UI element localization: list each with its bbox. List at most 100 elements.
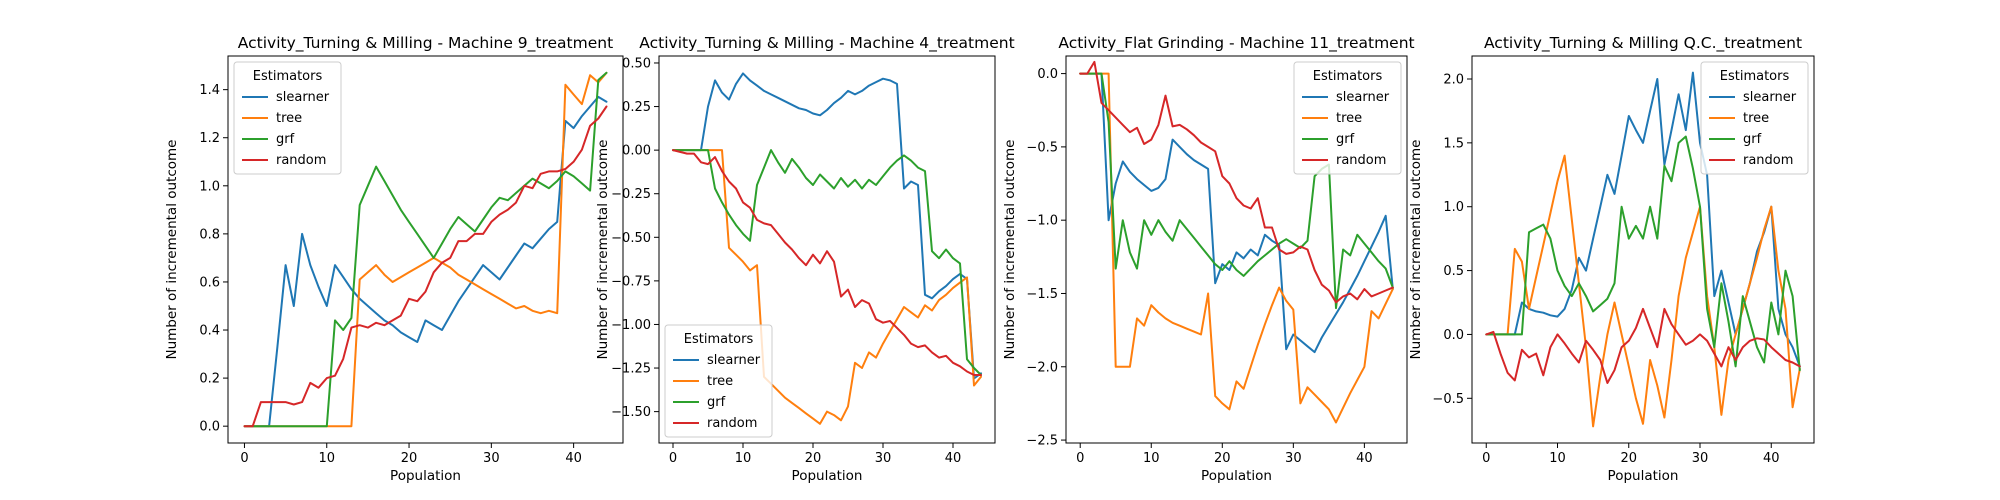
x-axis-label: Population xyxy=(1608,468,1679,484)
series-line-random xyxy=(672,149,982,376)
legend-entry-grf: grf xyxy=(276,132,295,147)
plot-frame xyxy=(227,55,624,444)
y-tick-label: 0.0 xyxy=(1037,67,1058,82)
legend-entry-random: random xyxy=(1336,153,1386,168)
x-tick-label: 10 xyxy=(735,451,752,466)
legend-entry-tree: tree xyxy=(1743,111,1769,126)
y-tick-label: 2.0 xyxy=(1443,72,1464,87)
legend-entry-tree: tree xyxy=(276,111,302,126)
series-line-tree xyxy=(672,149,982,425)
x-tick-label: 0 xyxy=(669,451,677,466)
series-line-grf xyxy=(672,149,982,376)
legend: Estimators slearner tree grf random xyxy=(233,61,342,175)
series-line-random xyxy=(243,105,608,428)
x-tick-label: 40 xyxy=(1356,451,1373,466)
y-tick-label: 1.0 xyxy=(1443,200,1464,215)
legend-entry-grf: grf xyxy=(707,395,726,410)
y-tick-label: 0.50 xyxy=(622,56,651,71)
legend-title: Estimators xyxy=(1313,69,1383,84)
x-axis-label: Population xyxy=(792,468,863,484)
y-axis-label: Number of incremental outcome xyxy=(1002,140,1018,360)
y-tick-label: 0.0 xyxy=(1443,328,1464,343)
x-tick-label: 30 xyxy=(875,451,892,466)
y-tick-label: 0.25 xyxy=(622,100,651,115)
legend-entry-random: random xyxy=(1743,153,1793,168)
x-tick-label: 40 xyxy=(565,451,582,466)
legend-box xyxy=(1293,61,1402,175)
series-line-grf xyxy=(1079,72,1394,310)
x-tick-label: 30 xyxy=(1285,451,1302,466)
plot-frame xyxy=(658,55,996,444)
y-axis-label: Number of incremental outcome xyxy=(595,140,611,360)
chart-title: Activity_Turning & Milling Q.C._treatmen… xyxy=(1484,34,1802,53)
x-tick-label: 40 xyxy=(1763,451,1780,466)
y-tick-label: 1.4 xyxy=(199,83,220,98)
chart-panel-3: 0 10 20 30 40 −2.5 −2.0 −1.5 −1.0 −0.5 0.0Activity… xyxy=(1002,34,1415,484)
y-tick-label: 0.2 xyxy=(199,372,220,387)
y-tick-label: 0.4 xyxy=(199,324,220,339)
y-tick-label: −0.5 xyxy=(1432,392,1464,407)
series-line-tree xyxy=(1079,72,1394,424)
y-tick-label: −1.50 xyxy=(611,405,651,420)
series-line-random xyxy=(1079,60,1394,304)
legend-entry-tree: tree xyxy=(1336,111,1362,126)
y-tick-label: −1.0 xyxy=(1026,214,1058,229)
y-tick-label: 1.5 xyxy=(1443,136,1464,151)
x-tick-label: 20 xyxy=(1214,451,1231,466)
chart-title: Activity_Flat Grinding - Machine 11_trea… xyxy=(1058,34,1414,53)
series-line-grf xyxy=(243,71,608,428)
series-line-tree xyxy=(1485,154,1801,428)
legend-entry-slearner: slearner xyxy=(1336,90,1390,105)
chart-panel-4: 0 10 20 30 40 −0.5 0.0 0.5 1.0 1.5 2.0 Activity_Tur… xyxy=(1408,34,1815,484)
y-tick-label: 0.8 xyxy=(199,227,220,242)
x-axis-label: Population xyxy=(390,468,461,484)
x-tick-label: 10 xyxy=(1549,451,1566,466)
y-tick-label: −0.50 xyxy=(611,231,651,246)
legend-entry-slearner: slearner xyxy=(276,90,330,105)
y-tick-label: −0.75 xyxy=(611,274,651,289)
series-line-random xyxy=(1485,307,1801,384)
x-axis-label: Population xyxy=(1201,468,1272,484)
legend-entry-grf: grf xyxy=(1336,132,1355,147)
y-tick-label: 1.2 xyxy=(199,131,220,146)
y-tick-label: −1.25 xyxy=(611,362,651,377)
y-tick-label: 0.6 xyxy=(199,275,220,290)
legend: Estimators slearner tree grf random xyxy=(664,324,773,438)
chart-title: Activity_Turning & Milling - Machine 4_t… xyxy=(639,34,1014,53)
chart-panel-1: 0 10 20 30 40 0.0 0.2 0.4 0.6 0.8 1.0 1.2 1.4 Activit… xyxy=(164,34,624,484)
y-tick-label: −0.25 xyxy=(611,187,651,202)
series-line-grf xyxy=(1485,135,1801,372)
y-tick-label: 0.0 xyxy=(199,420,220,435)
y-tick-label: −0.5 xyxy=(1026,140,1058,155)
series-line-slearner xyxy=(672,72,982,380)
chart-panel-2: 0 10 20 30 40 −1.50 −1.25 −1.00 −0.75 −0.50 −0.25 0… xyxy=(595,34,1015,484)
x-tick-label: 10 xyxy=(1143,451,1160,466)
y-axis-label: Number of incremental outcome xyxy=(1408,140,1424,360)
legend-title: Estimators xyxy=(684,332,754,347)
x-tick-label: 20 xyxy=(805,451,822,466)
legend-entry-slearner: slearner xyxy=(707,353,761,368)
x-tick-label: 10 xyxy=(318,451,335,466)
x-tick-label: 30 xyxy=(1692,451,1709,466)
legend-box xyxy=(664,324,773,438)
x-tick-label: 20 xyxy=(1620,451,1637,466)
legend-box xyxy=(1700,61,1809,175)
legend-entry-grf: grf xyxy=(1743,132,1762,147)
x-tick-label: 40 xyxy=(945,451,962,466)
legend: Estimators slearner tree grf random xyxy=(1700,61,1809,175)
y-tick-label: −2.5 xyxy=(1026,434,1058,449)
legend-title: Estimators xyxy=(253,69,323,84)
legend-box xyxy=(233,61,342,175)
y-tick-label: −1.00 xyxy=(611,318,651,333)
chart-title: Activity_Turning & Milling - Machine 9_t… xyxy=(238,34,613,53)
plot-frame xyxy=(1471,55,1815,444)
y-tick-label: −2.0 xyxy=(1026,360,1058,375)
legend-entry-random: random xyxy=(276,153,326,168)
y-tick-label: 0.5 xyxy=(1443,264,1464,279)
y-tick-label: 1.0 xyxy=(199,179,220,194)
series-line-slearner xyxy=(243,95,608,428)
x-tick-label: 0 xyxy=(1076,451,1084,466)
legend-entry-slearner: slearner xyxy=(1743,90,1797,105)
x-tick-label: 0 xyxy=(240,451,248,466)
